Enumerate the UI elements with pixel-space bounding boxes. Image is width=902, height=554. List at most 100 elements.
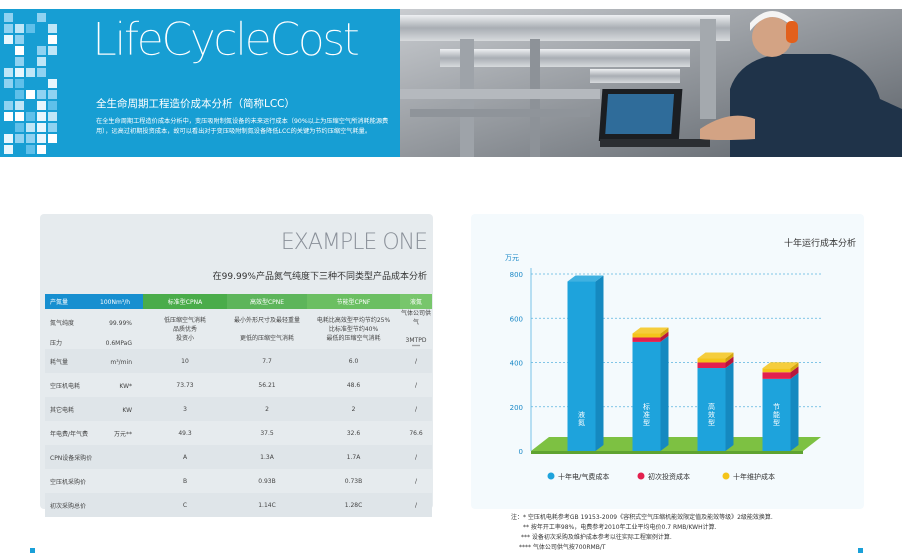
y-tick-label: 800 xyxy=(510,271,523,279)
mosaic-tile xyxy=(15,90,24,99)
mosaic-tile xyxy=(48,46,57,55)
table-row: 压力 0.6MPaG xyxy=(45,336,432,349)
header-cpnf: 节能型CPNF xyxy=(307,294,400,309)
mosaic-tile xyxy=(37,112,46,121)
mosaic-tile xyxy=(26,112,35,121)
table-title: 在99.99%产品氮气纯度下三种不同类型产品成本分析 xyxy=(212,272,427,282)
cell-c1: 低压缩空气消耗 品质优秀 投资小 xyxy=(163,316,206,342)
row-label: CPN设备采购价 xyxy=(45,445,143,469)
cell-c3: 1.28C xyxy=(307,493,400,517)
mosaic-tile xyxy=(4,13,13,22)
footnote-3: *** 设备初次采购及维护成本参考以往实际工程案例计算. xyxy=(521,534,672,541)
category-label-char: 标 xyxy=(643,402,650,411)
category-label-char: 能 xyxy=(773,410,780,419)
table-row: 氮气纯度 99.99% 低压缩空气消耗 品质优秀 投资小 最小外形尺寸及最轻重量 更低… xyxy=(45,309,432,349)
bar-side xyxy=(725,356,734,369)
header-cpne: 高效型CPNE xyxy=(227,294,307,309)
cell-c1: A xyxy=(143,445,227,469)
cell-c4: / xyxy=(400,349,432,373)
mosaic-tile xyxy=(37,90,46,99)
mosaic-tile xyxy=(4,35,13,44)
floor-edge xyxy=(531,451,803,454)
engineer-photo xyxy=(400,9,902,157)
cell-c3: 电耗比高效型平均节约25% 比标准型节约40% 最低的压缩空气消耗 xyxy=(316,316,391,342)
table-row: 耗气量 m³/min 10 7.7 6.0/ xyxy=(45,349,432,373)
mosaic-tile xyxy=(26,68,35,77)
cell-c3: 6.0 xyxy=(307,349,400,373)
cell-c1: 3 xyxy=(143,397,227,421)
bar-segment xyxy=(632,341,661,451)
y-tick-label: 0 xyxy=(519,448,523,456)
example-heading: EXAMPLE ONE xyxy=(280,230,428,255)
mosaic-tile xyxy=(37,101,46,110)
bar-side xyxy=(790,362,799,373)
corner-mark-left xyxy=(30,548,35,553)
table-row: 年电费/年气费 万元** 49.3 37.5 32.6 76.6 xyxy=(45,421,432,445)
mosaic-tile xyxy=(37,123,46,132)
mosaic-tile xyxy=(4,24,13,33)
row-label: 空压机采购价 xyxy=(50,478,87,486)
chart-card: 十年运行成本分析 0 200 400 600 800 万元液氮标准型高效型节能型十年电/气… xyxy=(471,214,864,509)
y-tick-label: 400 xyxy=(510,360,523,368)
table-row: 其它电耗 KW 3 2 2/ xyxy=(45,397,432,421)
bar-top xyxy=(762,362,799,369)
mosaic-tile xyxy=(4,68,13,77)
table-row: 空压机电耗 KW* 73.73 56.21 48.6 / xyxy=(45,373,432,397)
category-label-char: 液 xyxy=(578,410,585,419)
footnotes: 注：* 空压机电耗参考GB 19153-2009《容积式空气压缩机能效限定值及能… xyxy=(511,513,773,553)
mosaic-tile xyxy=(48,79,57,88)
mosaic-tile xyxy=(15,101,24,110)
row-label: 空压机电耗 KW* xyxy=(50,382,132,390)
bar-side xyxy=(725,352,734,363)
example-card: EXAMPLE ONE 在99.99%产品氮气纯度下三种不同类型产品成本分析 产… xyxy=(40,214,433,517)
y-axis-label: 万元 xyxy=(505,254,519,262)
bar-segment xyxy=(697,368,726,451)
cell-c1: B xyxy=(182,477,188,485)
mosaic-tile xyxy=(37,68,46,77)
category-label-char: 效 xyxy=(708,410,715,419)
bar-segment xyxy=(762,378,791,451)
bar-segment xyxy=(632,333,661,338)
cell-c2: 56.21 xyxy=(258,381,276,389)
mosaic-tile xyxy=(4,101,13,110)
y-tick-label: 600 xyxy=(510,315,523,323)
cell-c2: 1.3A xyxy=(227,445,307,469)
mosaic-tile xyxy=(48,90,57,99)
legend-marker xyxy=(637,472,645,480)
row-label: 氮气纯度 99.99% xyxy=(50,320,132,328)
cell-c1: 73.73 xyxy=(176,381,194,389)
table-row: 空压机采购价 B 0.93B 0.73B / xyxy=(45,469,432,493)
row-label: 初次采购总价 xyxy=(45,493,143,517)
footnote-4: **** 气体公司供气按700RMB/T xyxy=(519,544,606,551)
chart-title: 十年运行成本分析 xyxy=(783,239,856,249)
mosaic-tile xyxy=(15,79,24,88)
cell-c2: 2 xyxy=(227,397,307,421)
bar-segment xyxy=(762,372,791,379)
mosaic-tile xyxy=(48,24,57,33)
bar-side xyxy=(660,335,669,451)
mosaic-tile xyxy=(15,123,24,132)
legend-label: 十年维护成本 xyxy=(733,472,775,481)
cell-c3: 32.6 xyxy=(346,429,361,437)
cell-c2: 最小外形尺寸及最轻重量 更低的压缩空气消耗 xyxy=(233,316,300,342)
bar-top xyxy=(632,327,669,334)
mosaic-tile xyxy=(37,145,46,154)
mosaic-tile xyxy=(15,24,24,33)
bar-side xyxy=(595,275,604,451)
row-label: 其它电耗 KW xyxy=(45,397,143,421)
mosaic-tile xyxy=(26,134,35,143)
footnote-2: ** 按年开工率98%，电费参考2010年工业平均电价0.7 RMB/KWH计算… xyxy=(523,524,717,531)
mosaic-tile xyxy=(37,57,46,66)
legend-marker xyxy=(722,472,730,480)
footnote-1: 注：* 空压机电耗参考GB 19153-2009《容积式空气压缩机能效限定值及能… xyxy=(511,514,773,521)
bar-side xyxy=(660,331,669,342)
banner: LifeCycleCost 全生命周期工程造价成本分析（简称LCC） 在全生命周… xyxy=(0,9,902,157)
row-label: 年电费/年气费 万元** xyxy=(50,430,132,438)
mosaic-tile xyxy=(26,24,35,33)
mosaic-tile xyxy=(4,134,13,143)
category-label-char: 型 xyxy=(643,418,650,427)
mosaic-tile xyxy=(15,57,24,66)
bar-side xyxy=(660,327,669,338)
bar-top xyxy=(697,352,734,359)
